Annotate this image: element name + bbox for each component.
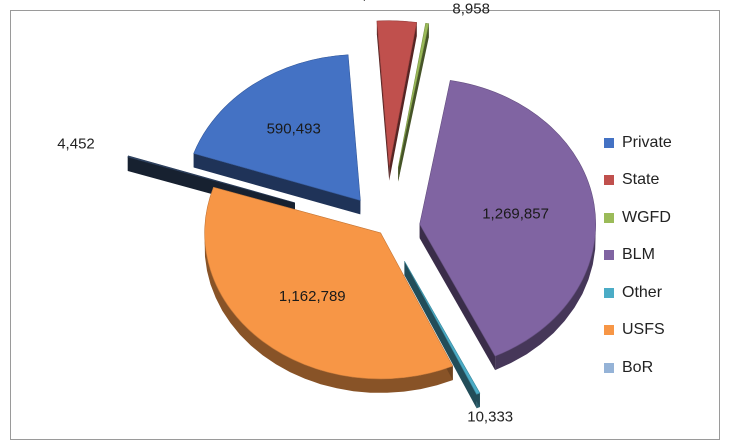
slice-top-bor [127, 155, 296, 204]
legend-swatch-wgfd [604, 212, 614, 223]
slice-wall-private-0 [193, 153, 361, 215]
slice-usfs [204, 186, 454, 393]
legend-item-other: Other [604, 274, 672, 312]
legend-item-state: State [604, 162, 672, 200]
legend-label-private: Private [622, 133, 672, 151]
slice-wgfd [397, 22, 430, 182]
data-label-private: 590,493 [267, 121, 321, 138]
slice-top-private [193, 54, 361, 201]
slice-wall-other-1 [404, 261, 477, 409]
legend-item-usfs: USFS [604, 312, 672, 350]
data-label-wgfd: 8,958 [452, 1, 490, 18]
legend-label-wgfd: WGFD [622, 208, 671, 226]
legend-label-state: State [622, 171, 660, 189]
data-label-usfs: 1,162,789 [279, 288, 346, 305]
slice-wall-blm-1 [419, 224, 496, 371]
legend-label-other: Other [622, 283, 663, 301]
legend-swatch-other [604, 287, 614, 298]
slice-blm [419, 80, 596, 371]
data-label-blm: 1,269,857 [482, 206, 549, 223]
legend-swatch-blm [604, 250, 614, 261]
legend-swatch-state [604, 175, 614, 186]
slice-top-usfs [204, 186, 454, 380]
legend-swatch-private [604, 137, 614, 148]
data-label-bor: 4,452 [57, 135, 95, 152]
slice-wall-wgfd-1 [398, 23, 429, 182]
slice-state [376, 20, 418, 181]
slice-wall-state-1 [389, 22, 417, 181]
legend-item-private: Private [604, 124, 672, 162]
legend: Private State WGFD BLM Other USFS BoR [604, 124, 672, 387]
data-labels-layer: 590,493 4,452 113,950 8,958 1,162,789 10,333 1… [57, 0, 549, 426]
slice-top-state [376, 20, 418, 167]
legend-item-blm: BLM [604, 237, 672, 275]
legend-swatch-usfs [604, 325, 614, 336]
slice-private [193, 54, 361, 215]
slice-top-other [404, 260, 481, 395]
legend-item-wgfd: WGFD [604, 199, 672, 237]
data-label-other: 10,333 [467, 409, 513, 426]
slice-other [404, 260, 481, 409]
legend-label-bor: BoR [622, 358, 654, 376]
slice-top-wgfd [397, 22, 430, 168]
legend-label-blm: BLM [622, 246, 655, 264]
legend-label-usfs: USFS [622, 321, 665, 339]
data-label-state: 113,950 [338, 0, 391, 3]
legend-swatch-bor [604, 362, 614, 373]
slices-layer [127, 20, 596, 409]
slice-top-blm [419, 80, 596, 357]
legend-item-bor: BoR [604, 349, 672, 387]
